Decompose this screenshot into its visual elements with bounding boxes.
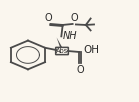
Text: NH: NH	[63, 31, 77, 41]
Polygon shape	[57, 37, 62, 48]
Text: O: O	[45, 13, 52, 23]
Text: O: O	[76, 65, 84, 75]
FancyBboxPatch shape	[56, 47, 68, 55]
Text: OH: OH	[83, 45, 99, 55]
Text: Abs: Abs	[56, 48, 68, 54]
Text: O: O	[70, 13, 78, 23]
